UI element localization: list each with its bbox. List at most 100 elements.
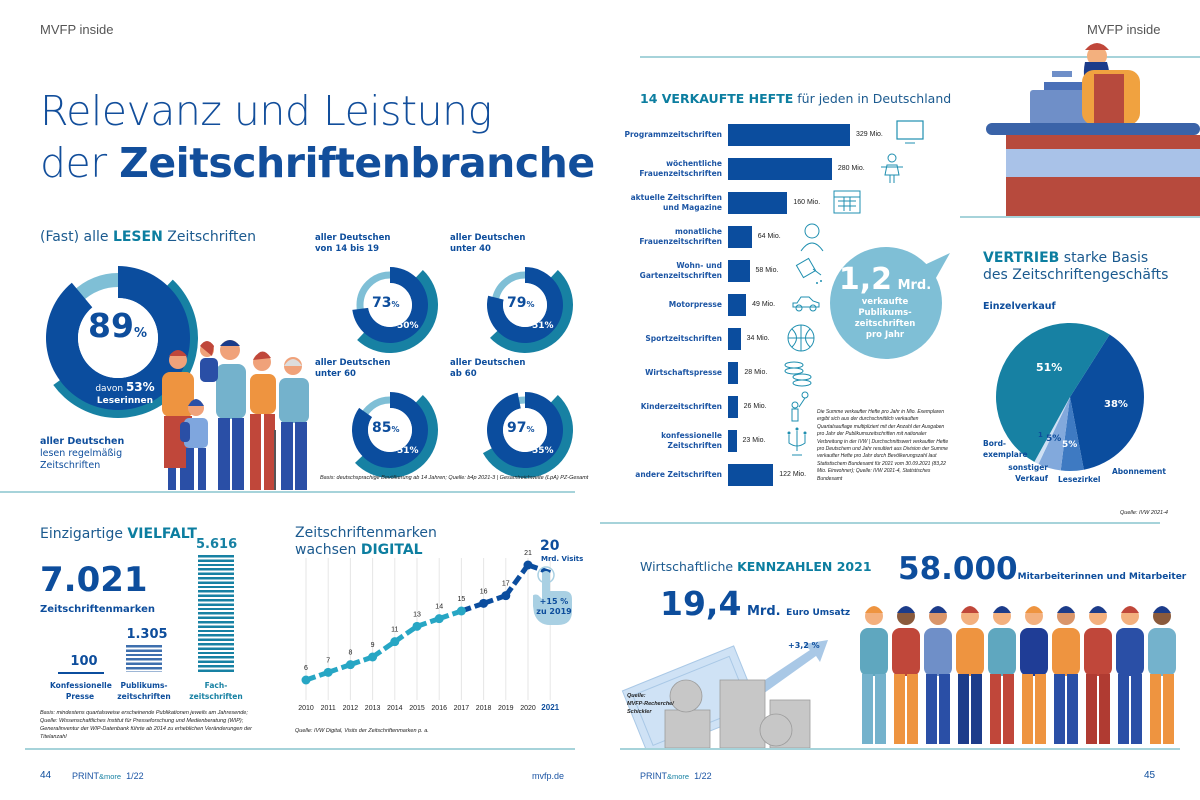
group-label-1: aller Deutschen	[450, 233, 526, 243]
sales-bar	[728, 464, 774, 486]
fach-bar	[198, 555, 234, 672]
bar-label-1: Wohn- und	[676, 261, 722, 270]
mag-print-right: PRINT	[640, 771, 667, 781]
divider-right-top	[640, 56, 1200, 58]
data-label: 6	[304, 665, 308, 672]
donut-hole	[503, 408, 547, 452]
employee-figure	[1052, 606, 1080, 744]
divider-left-bottom	[25, 748, 575, 750]
title-prefix: der	[40, 139, 120, 187]
data-point	[523, 560, 533, 570]
reading-heading: (Fast) alle LESEN Zeitschriften	[40, 229, 256, 245]
x-tick-label: 2014	[387, 705, 403, 712]
caption-bold: aller Deutschen	[40, 436, 125, 447]
sales-bar	[728, 396, 738, 418]
growth-arrow-icon	[750, 640, 828, 696]
digital-heading: Zeitschriftenmarken wachsen DIGITAL	[295, 525, 437, 559]
caption-line-2: Zeitschriften	[40, 460, 101, 471]
vielfalt-bold: VIELFALT	[127, 526, 197, 542]
bar-label: Programmzeitschriften	[600, 130, 722, 140]
group-label-1: aller Deutschen	[315, 233, 391, 243]
konf-label-1: Konfessionelle	[50, 681, 112, 690]
pie-slice-abonnement	[1070, 334, 1144, 470]
sales-bar	[728, 124, 850, 146]
bar-label-2: Frauenzeitschriften	[639, 169, 722, 178]
bar-label-1: Motorpresse	[668, 300, 722, 309]
lese-value: 5%	[1062, 440, 1078, 450]
tv-icon	[896, 120, 924, 144]
x-tick-label: 2011	[321, 705, 336, 712]
digital-growth: +15 % zu 2019	[536, 597, 572, 617]
employee-figure	[1084, 606, 1112, 744]
employees-illustration	[860, 606, 1176, 744]
sales-note: Die Summe verkaufter Hefte pro Jahr in M…	[817, 409, 949, 482]
bar-label: andere Zeitschriften	[600, 470, 722, 480]
line-segment	[503, 563, 531, 598]
bar-value: 34 Mio.	[746, 335, 770, 342]
x-tick-label: 2017	[454, 705, 470, 712]
woman-face-icon	[800, 223, 824, 252]
sonst-label-2: Verkauf	[1015, 474, 1048, 483]
data-label: 17	[502, 581, 510, 588]
bubble-value: 1,2	[838, 262, 892, 297]
bar-label: Sportzeitschriften	[600, 334, 722, 344]
bar-value: 160 Mio.	[793, 199, 821, 206]
digital-highlight-value: 20	[540, 538, 560, 554]
group-label-1: aller Deutschen	[315, 358, 391, 368]
issue-left: 1/22	[126, 771, 144, 781]
group-label-2: von 14 bis 19	[315, 244, 380, 254]
person-man-center	[216, 340, 246, 490]
vielfalt-prefix: Einzigartige	[40, 526, 128, 542]
donut-reader-ring	[487, 267, 563, 343]
header-right: MVFP inside	[1087, 22, 1161, 37]
group-donut	[482, 392, 573, 478]
bar-value: 49 Mio.	[752, 301, 776, 308]
group-label: aller Deutschen unter 40	[450, 233, 525, 255]
magazine-left: PRINT&more 1/22	[72, 771, 144, 781]
group-female-value: 51%	[532, 321, 554, 331]
main-reading-value: 89%	[88, 306, 147, 345]
money-illustration	[621, 640, 828, 750]
einzel-value: 51%	[1036, 361, 1063, 374]
bar-label: wöchentliche Frauenzeitschriften	[600, 159, 722, 179]
mag-more-right: &more	[667, 772, 690, 781]
bar-label-1: aktuelle Zeitschriften	[630, 193, 722, 202]
candelabra-icon	[787, 427, 807, 456]
female-share: davon 53% Leserinnen	[90, 381, 160, 407]
female-label: Leserinnen	[96, 396, 154, 406]
donut-hole	[503, 283, 547, 327]
vielfalt-total-label: Zeitschriftenmarken	[40, 604, 156, 615]
calendar-icon	[833, 190, 861, 214]
basketball-icon	[787, 324, 815, 352]
source-line-1: Quelle:	[627, 693, 646, 699]
bar-label: Motorpresse	[600, 300, 722, 310]
sales-bar	[728, 294, 747, 316]
sales-heading-bold: 14 VERKAUFTE HEFTE	[640, 91, 794, 106]
sales-bar	[728, 362, 739, 384]
lese-label: Lesezirkel	[1058, 475, 1101, 484]
x-tick-label: 2016	[431, 705, 447, 712]
konf-bar	[58, 672, 104, 674]
data-label: 13	[413, 611, 421, 618]
data-point	[301, 675, 311, 685]
kennzahlen-bold: KENNZAHLEN 2021	[737, 559, 872, 574]
pie-slice-bordexemplare	[1034, 397, 1070, 464]
website-link[interactable]: mvfp.de	[532, 771, 565, 781]
pie-slice-sonstiger-verkauf	[1038, 397, 1070, 471]
x-tick-label: 2012	[343, 705, 359, 712]
data-label: 14	[435, 604, 443, 611]
data-label: 9	[371, 642, 375, 649]
publikum-bar	[126, 645, 162, 672]
bubble-line-2: Publikums-	[858, 308, 912, 318]
counter-stripe-3	[1006, 177, 1200, 217]
employee-figure	[860, 606, 888, 744]
group-value-number: 97	[507, 420, 527, 436]
data-point	[501, 591, 511, 601]
bar-label: Kinderzeitschriften	[600, 402, 722, 412]
publikum-label-2: zeitschriften	[117, 692, 171, 701]
group-value-number: 79	[507, 295, 527, 311]
abo-label: Abonnement	[1112, 467, 1166, 476]
data-label: 21	[524, 550, 532, 557]
group-value-unit: %	[526, 300, 535, 309]
bar-label-2: Zeitschriften	[667, 441, 722, 450]
